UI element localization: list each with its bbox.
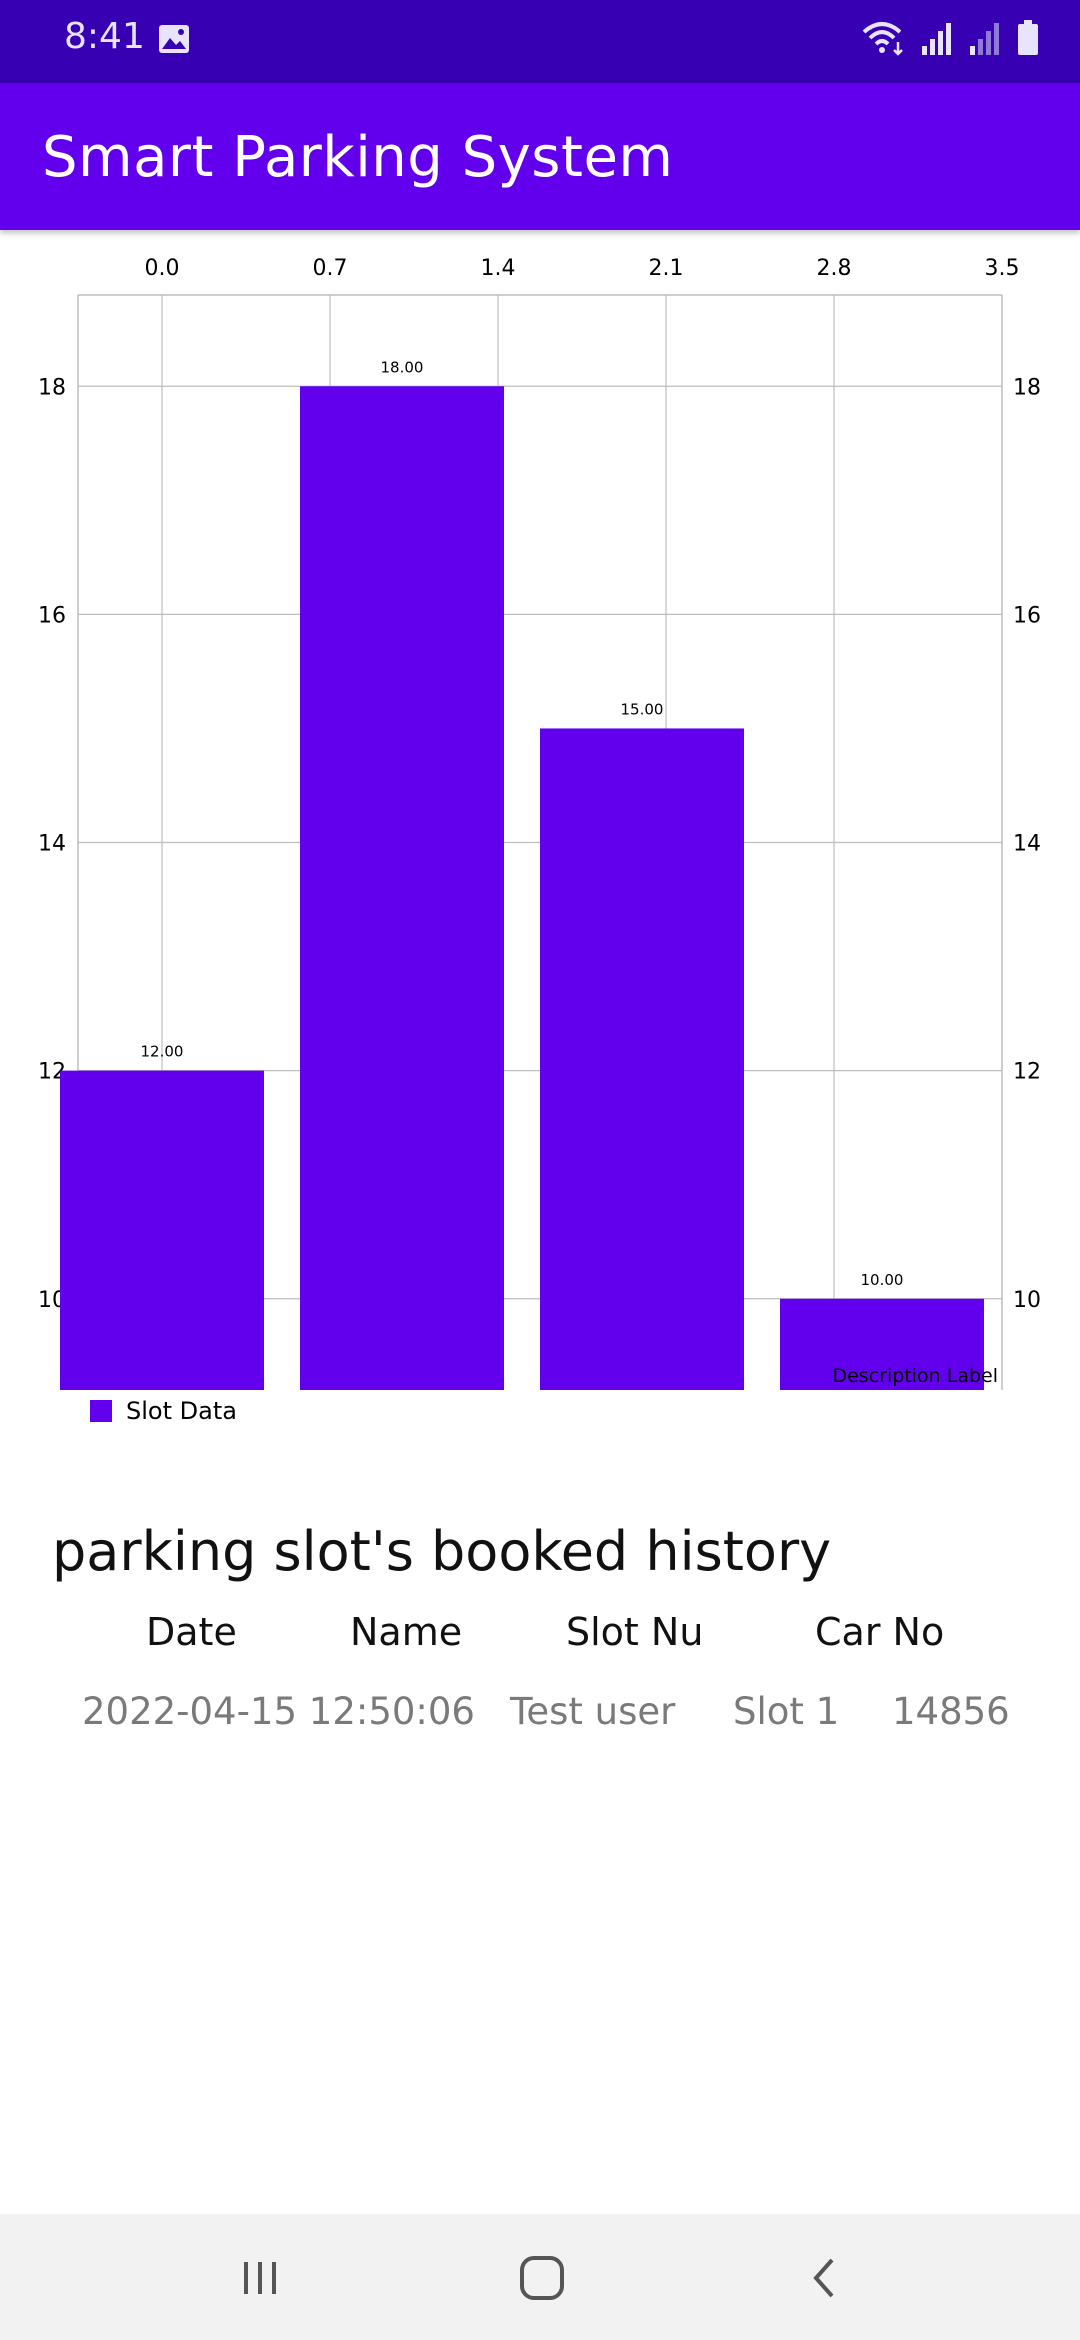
y-tick-label-left: 16	[38, 603, 66, 628]
signal-icon	[920, 22, 954, 60]
row-slot: Slot 1	[733, 1690, 840, 1733]
y-tick-label-left: 14	[38, 832, 66, 857]
column-header-date: Date	[146, 1610, 237, 1654]
x-tick-label: 2.8	[817, 256, 852, 281]
legend-label: Slot Data	[126, 1397, 237, 1425]
bar-value-label: 18.00	[381, 358, 424, 376]
row-date: 2022-04-15 12:50:06	[82, 1690, 475, 1733]
back-icon[interactable]	[794, 2250, 854, 2306]
y-tick-label-right: 18	[1013, 375, 1041, 400]
y-tick-label-right: 12	[1013, 1060, 1041, 1085]
status-bar: 8:41	[0, 0, 1080, 83]
bar-value-label: 10.00	[861, 1271, 904, 1289]
bar	[300, 386, 504, 1390]
legend-swatch	[90, 1400, 112, 1422]
x-tick-label: 0.0	[145, 256, 180, 281]
bar-value-label: 12.00	[141, 1043, 184, 1061]
bar	[540, 728, 744, 1390]
column-header-slot: Slot Nu	[566, 1610, 704, 1654]
history-title: parking slot's booked history	[52, 1520, 832, 1583]
x-tick-label: 3.5	[985, 256, 1020, 281]
bar-value-label: 15.00	[621, 700, 664, 718]
y-tick-label-right: 14	[1013, 832, 1041, 857]
app-title: Smart Parking System	[42, 125, 674, 190]
row-car: 14856	[892, 1690, 1010, 1733]
signal-weak-icon	[968, 22, 1002, 60]
row-name: Test user	[510, 1690, 676, 1733]
column-header-car: Car No	[815, 1610, 945, 1654]
app-bar: Smart Parking System	[0, 83, 1080, 230]
bar	[60, 1070, 264, 1390]
status-time: 8:41	[64, 16, 145, 57]
y-tick-label-right: 10	[1013, 1288, 1041, 1313]
status-icons	[862, 20, 1040, 60]
x-tick-label: 0.7	[313, 256, 348, 281]
chart-legend: Slot Data	[90, 1397, 237, 1425]
x-tick-label: 2.1	[649, 256, 684, 281]
battery-icon	[1016, 20, 1040, 60]
column-header-name: Name	[350, 1610, 463, 1654]
image-icon	[158, 24, 190, 58]
y-tick-label-right: 16	[1013, 603, 1041, 628]
home-icon[interactable]	[512, 2250, 572, 2306]
bar-chart[interactable]: 0.0 0.7 1.4 2.1 2.8 3.5 10 10 12 12 14 14 16 16 18 18 12…	[0, 230, 1080, 1430]
wifi-icon	[862, 20, 906, 60]
bar	[780, 1298, 984, 1390]
navigation-bar	[0, 2214, 1080, 2340]
recent-apps-icon[interactable]	[230, 2250, 290, 2306]
x-tick-label: 1.4	[481, 256, 516, 281]
y-tick-label-left: 18	[38, 375, 66, 400]
description-label: Description Label	[832, 1365, 998, 1387]
